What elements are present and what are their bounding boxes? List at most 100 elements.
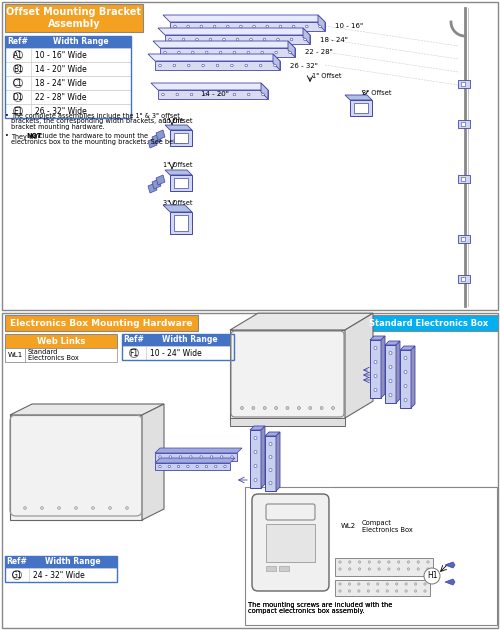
Polygon shape xyxy=(230,418,345,426)
Bar xyxy=(5,334,117,348)
Polygon shape xyxy=(148,138,157,148)
Circle shape xyxy=(417,568,420,570)
Polygon shape xyxy=(261,83,268,99)
Text: 10 - 24" Wide: 10 - 24" Wide xyxy=(150,348,202,357)
Circle shape xyxy=(210,455,212,458)
Polygon shape xyxy=(155,448,242,453)
Polygon shape xyxy=(303,28,310,44)
Text: Electronics Box Mounting Hardware: Electronics Box Mounting Hardware xyxy=(10,319,193,328)
Circle shape xyxy=(298,406,300,410)
Circle shape xyxy=(74,507,78,510)
Circle shape xyxy=(263,406,266,410)
Circle shape xyxy=(405,583,407,585)
Text: bracket mounting hardware.: bracket mounting hardware. xyxy=(11,124,105,130)
Circle shape xyxy=(427,568,429,570)
Circle shape xyxy=(368,568,370,570)
Circle shape xyxy=(168,38,172,41)
Text: Compact
Electronics Box: Compact Electronics Box xyxy=(362,520,413,532)
Text: D1: D1 xyxy=(12,93,24,101)
Circle shape xyxy=(396,590,398,592)
Circle shape xyxy=(176,93,178,96)
Bar xyxy=(337,518,359,534)
Circle shape xyxy=(286,406,289,410)
Text: Web Links: Web Links xyxy=(37,336,85,345)
Polygon shape xyxy=(265,436,276,491)
Circle shape xyxy=(14,106,22,115)
Circle shape xyxy=(367,583,370,585)
Bar xyxy=(122,334,234,360)
Polygon shape xyxy=(156,130,165,140)
Polygon shape xyxy=(350,100,372,116)
Text: 1" Offset: 1" Offset xyxy=(163,162,192,168)
Circle shape xyxy=(200,25,202,28)
Bar xyxy=(461,277,465,281)
Circle shape xyxy=(108,507,112,510)
Circle shape xyxy=(224,466,226,467)
Circle shape xyxy=(233,51,235,54)
Polygon shape xyxy=(155,453,237,461)
Circle shape xyxy=(339,568,341,570)
Bar xyxy=(458,120,470,128)
Bar xyxy=(5,348,117,362)
Text: Width Range: Width Range xyxy=(45,558,101,566)
Circle shape xyxy=(200,455,202,458)
Circle shape xyxy=(263,38,266,41)
Bar xyxy=(266,566,276,571)
Bar xyxy=(5,568,117,582)
Circle shape xyxy=(164,51,166,54)
Polygon shape xyxy=(170,212,192,234)
Circle shape xyxy=(386,590,388,592)
Circle shape xyxy=(188,64,190,67)
Circle shape xyxy=(236,38,239,41)
Circle shape xyxy=(274,64,276,67)
Circle shape xyxy=(398,561,400,563)
Circle shape xyxy=(374,360,377,364)
Bar xyxy=(2,2,498,310)
Polygon shape xyxy=(370,340,381,398)
Circle shape xyxy=(202,64,204,67)
Text: WL2: WL2 xyxy=(340,523,355,529)
Text: 1" Offset: 1" Offset xyxy=(163,118,192,124)
Polygon shape xyxy=(152,134,161,144)
Circle shape xyxy=(424,590,426,592)
Text: WL1: WL1 xyxy=(8,352,22,358)
Circle shape xyxy=(290,38,293,41)
Circle shape xyxy=(404,384,407,387)
Bar xyxy=(5,36,131,118)
Circle shape xyxy=(404,357,407,360)
Circle shape xyxy=(266,25,268,28)
Text: electronics box to the mounting brackets. See below.: electronics box to the mounting brackets… xyxy=(11,139,186,145)
Circle shape xyxy=(332,406,334,410)
Circle shape xyxy=(126,507,128,510)
Polygon shape xyxy=(152,179,161,189)
Circle shape xyxy=(378,561,380,563)
Circle shape xyxy=(14,50,22,59)
Circle shape xyxy=(240,25,242,28)
Polygon shape xyxy=(10,415,142,520)
Polygon shape xyxy=(230,330,345,418)
Polygon shape xyxy=(318,15,325,31)
Polygon shape xyxy=(273,54,280,70)
Text: 3" Offset: 3" Offset xyxy=(163,200,192,206)
Circle shape xyxy=(254,479,257,481)
Polygon shape xyxy=(155,463,230,470)
Polygon shape xyxy=(335,558,433,576)
Circle shape xyxy=(275,51,278,54)
Circle shape xyxy=(250,38,252,41)
Polygon shape xyxy=(385,345,396,403)
Bar xyxy=(2,313,498,628)
Circle shape xyxy=(269,442,272,445)
Circle shape xyxy=(304,38,306,41)
Circle shape xyxy=(204,93,207,96)
Circle shape xyxy=(190,455,192,458)
Text: A1: A1 xyxy=(13,50,23,59)
Circle shape xyxy=(407,561,410,563)
Circle shape xyxy=(358,583,360,585)
Bar xyxy=(245,487,497,625)
Circle shape xyxy=(348,590,350,592)
Circle shape xyxy=(269,455,272,459)
Polygon shape xyxy=(354,103,368,113)
Text: Ref#: Ref# xyxy=(124,336,144,345)
Circle shape xyxy=(214,466,217,467)
Circle shape xyxy=(398,568,400,570)
